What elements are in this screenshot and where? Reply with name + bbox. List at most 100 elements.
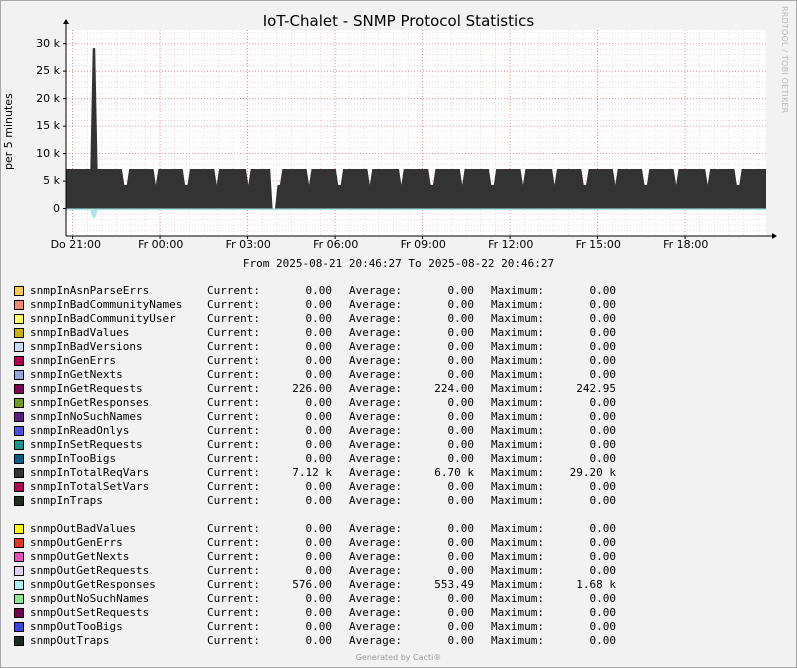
legend-maximum-label: Maximum: [491, 466, 544, 479]
legend-current-label: Current: [207, 396, 260, 409]
legend-average-label: Average: [349, 620, 402, 633]
legend-current-label: Current: [207, 522, 260, 535]
legend-current-label: Current: [207, 410, 260, 423]
legend-current-label: Current: [207, 382, 260, 395]
legend-current-label: Current: [207, 480, 260, 493]
chart-title: IoT-Chalet - SNMP Protocol Statistics [262, 12, 535, 30]
legend-average-label: Average: [349, 634, 402, 647]
legend-series-name: snmpOutGetResponses [30, 578, 156, 591]
legend-average-value: 0.00 [447, 494, 475, 507]
legend-maximum-value: 0.00 [589, 340, 617, 353]
legend-maximum-value: 0.00 [589, 634, 617, 647]
legend-swatch [14, 468, 24, 478]
x-tick-label: Fr 09:00 [400, 238, 446, 251]
x-axis-arrow [772, 233, 777, 239]
legend-swatch [14, 426, 24, 436]
legend-swatch [14, 370, 24, 380]
legend-maximum-label: Maximum: [491, 354, 544, 367]
legend-maximum-label: Maximum: [491, 578, 544, 591]
legend-swatch [14, 328, 24, 338]
legend-average-label: Average: [349, 480, 402, 493]
legend-current-label: Current: [207, 326, 260, 339]
legend-current-label: Current: [207, 494, 260, 507]
legend-maximum-label: Maximum: [491, 312, 544, 325]
legend-average-value: 0.00 [447, 536, 475, 549]
legend-maximum-label: Maximum: [491, 298, 544, 311]
legend-maximum-value: 0.00 [589, 452, 617, 465]
legend-series-name: snmpInBadVersions [30, 340, 143, 353]
legend-swatch [14, 300, 24, 310]
legend-swatch [14, 286, 24, 296]
legend-maximum-value: 0.00 [589, 606, 617, 619]
legend-maximum-label: Maximum: [491, 382, 544, 395]
legend-series-name: snmpOutGetNexts [30, 550, 130, 563]
legend-current-label: Current: [207, 564, 260, 577]
legend-swatch [14, 552, 24, 562]
legend-average-label: Average: [349, 494, 402, 507]
legend-maximum-value: 29.20 k [569, 466, 616, 479]
legend-maximum-label: Maximum: [491, 410, 544, 423]
legend-average-value: 224.00 [434, 382, 474, 395]
legend-swatch [14, 524, 24, 534]
legend-series-name: snmpOutGetRequests [30, 564, 150, 577]
legend-series-name: snmpInTotalReqVars [30, 466, 150, 479]
legend-maximum-label: Maximum: [491, 564, 544, 577]
legend-current-value: 0.00 [305, 284, 333, 297]
legend-swatch [14, 608, 24, 618]
series-area-snmpInTotalReqVars [66, 48, 766, 209]
legend-maximum-label: Maximum: [491, 326, 544, 339]
legend-swatch [14, 622, 24, 632]
legend-swatch [14, 482, 24, 492]
legend-current-value: 0.00 [305, 620, 333, 633]
x-tick-label: Do 21:00 [50, 238, 101, 251]
legend-maximum-value: 0.00 [589, 312, 617, 325]
legend-current-value: 0.00 [305, 354, 333, 367]
legend-series-name: snnpInBadCommunityUser [30, 312, 176, 325]
legend-maximum-value: 0.00 [589, 326, 617, 339]
legend-maximum-value: 0.00 [589, 494, 617, 507]
legend-current-label: Current: [207, 466, 260, 479]
legend-average-label: Average: [349, 340, 402, 353]
legend-current-label: Current: [207, 312, 260, 325]
legend-maximum-value: 0.00 [589, 396, 617, 409]
legend-current-value: 0.00 [305, 452, 333, 465]
legend-maximum-label: Maximum: [491, 396, 544, 409]
legend-average-label: Average: [349, 438, 402, 451]
legend-current-value: 0.00 [305, 298, 333, 311]
legend-maximum-label: Maximum: [491, 424, 544, 437]
legend-current-label: Current: [207, 634, 260, 647]
x-tick-label: Fr 06:00 [313, 238, 359, 251]
legend-maximum-label: Maximum: [491, 438, 544, 451]
legend-average-value: 0.00 [447, 354, 475, 367]
y-tick-label: 5 k [43, 174, 60, 188]
legend-maximum-value: 0.00 [589, 354, 617, 367]
legend-average-value: 0.00 [447, 312, 475, 325]
legend-average-label: Average: [349, 536, 402, 549]
legend-current-label: Current: [207, 550, 260, 563]
legend-current-value: 0.00 [305, 606, 333, 619]
legend-series-name: snmpInTooBigs [30, 452, 117, 465]
legend-current-label: Current: [207, 368, 260, 381]
legend-series-name: snmpOutSetRequests [30, 606, 150, 619]
rrdtool-credit: RRDTOOL / TOBI OETIKER [780, 6, 789, 114]
legend-maximum-value: 0.00 [589, 550, 617, 563]
legend-maximum-value: 1.68 k [576, 578, 616, 591]
legend-average-value: 0.00 [447, 298, 475, 311]
footer-credit: Generated by Cacti® [355, 653, 442, 662]
legend-series-name: snmpInGetRequests [30, 382, 143, 395]
x-tick-label: Fr 00:00 [138, 238, 184, 251]
legend-average-label: Average: [349, 382, 402, 395]
legend-maximum-value: 0.00 [589, 564, 617, 577]
legend-swatch [14, 342, 24, 352]
legend-average-label: Average: [349, 396, 402, 409]
legend-current-value: 0.00 [305, 480, 333, 493]
legend-average-value: 0.00 [447, 410, 475, 423]
legend-maximum-value: 0.00 [589, 410, 617, 423]
legend-average-value: 0.00 [447, 396, 475, 409]
legend-current-value: 0.00 [305, 312, 333, 325]
legend-series-name: snmpInTotalSetVars [30, 480, 150, 493]
legend-average-label: Average: [349, 466, 402, 479]
legend-average-value: 0.00 [447, 564, 475, 577]
legend-average-value: 0.00 [447, 620, 475, 633]
legend-current-value: 226.00 [292, 382, 332, 395]
